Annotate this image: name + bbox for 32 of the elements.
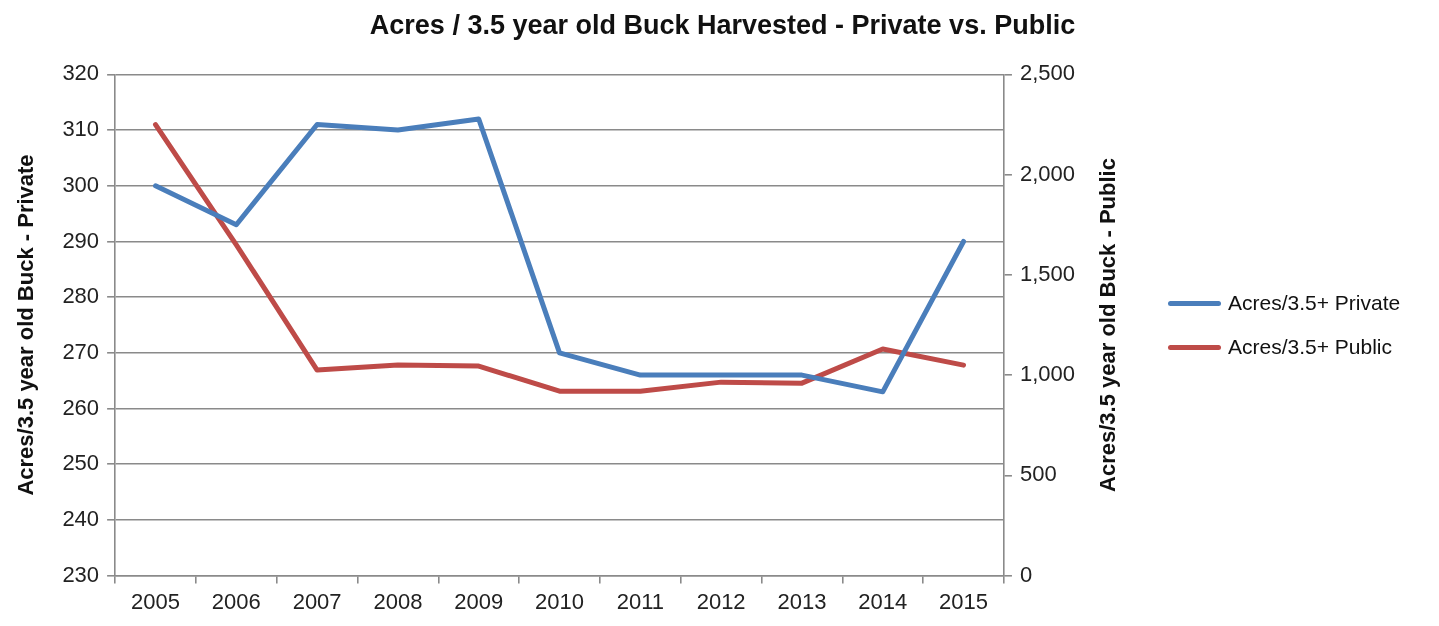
x-tick-label: 2015 [939, 588, 989, 614]
x-tick-label: 2010 [535, 588, 584, 614]
y-tick-label: 250 [62, 450, 100, 476]
y2-tick-label: 1,000 [1019, 361, 1076, 387]
y-tick-label: 230 [62, 561, 100, 587]
legend-label: Acres/3.5+ Private [1228, 291, 1401, 315]
x-tick-label: 2011 [616, 588, 664, 614]
x-tick-label: 2012 [696, 588, 746, 614]
x-tick-label: 2006 [211, 588, 261, 614]
legend-label: Acres/3.5+ Public [1228, 335, 1393, 359]
x-tick-label: 2007 [292, 588, 342, 614]
x-tick-label: 2014 [858, 588, 908, 614]
y2-tick-label: 0 [1019, 561, 1033, 587]
y-tick-label: 320 [62, 60, 100, 86]
x-tick-label: 2013 [777, 588, 827, 614]
y-tick-label: 240 [62, 505, 100, 531]
y-tick-label: 310 [62, 116, 100, 142]
y2-tick-label: 1,500 [1019, 260, 1076, 286]
x-tick-label: 2008 [373, 588, 423, 614]
chart-title: Acres / 3.5 year old Buck Harvested - Private vs. Public [369, 9, 1076, 40]
y-tick-label: 280 [62, 283, 100, 309]
x-tick-label: 2005 [131, 588, 180, 614]
y2-tick-label: 2,500 [1019, 60, 1076, 86]
y-tick-label: 290 [62, 227, 100, 253]
x-tick-label: 2009 [454, 588, 504, 614]
y-tick-label: 260 [62, 394, 100, 420]
y-tick-label: 270 [62, 338, 100, 364]
y-tick-label: 300 [62, 171, 100, 197]
y2-tick-label: 500 [1019, 461, 1057, 487]
y-axis-title: Acres/3.5 year old Buck - Private [13, 154, 39, 496]
y2-axis-title: Acres/3.5 year old Buck - Public [1095, 158, 1121, 492]
y2-tick-label: 2,000 [1019, 160, 1076, 186]
